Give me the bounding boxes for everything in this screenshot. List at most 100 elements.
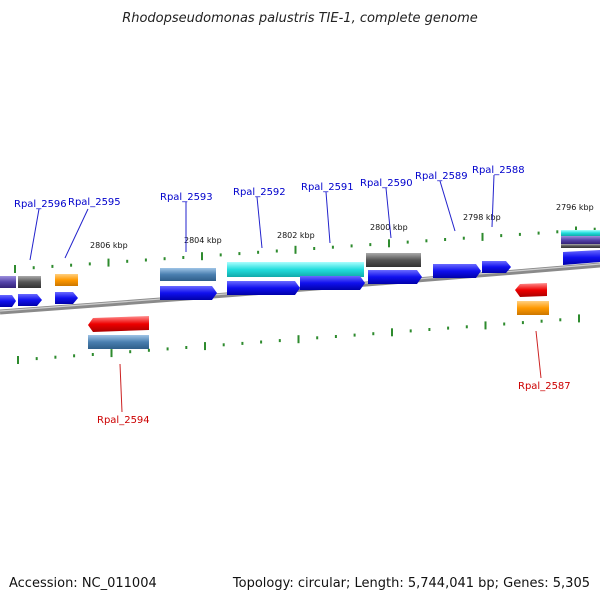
cds-arrow-2593[interactable] xyxy=(160,286,217,300)
bottom-ruler-tick xyxy=(540,319,543,323)
bottom-ruler-tick xyxy=(35,357,38,361)
leader-2596 xyxy=(29,208,40,261)
top-ruler-tick xyxy=(126,259,129,263)
leader-2590 xyxy=(385,187,392,239)
gene-labels-forward: Rpal_2596 Rpal_2595 Rpal_2593 Rpal_2592 … xyxy=(14,165,525,210)
gene-label-rpal-2593[interactable]: Rpal_2593 xyxy=(160,192,213,203)
feature-box-orange-2595[interactable] xyxy=(55,274,78,286)
map-title: Rhodopseudomonas palustris TIE-1, comple… xyxy=(122,11,478,26)
bottom-ruler-tick xyxy=(372,332,375,336)
feature-box-cyan-2592[interactable] xyxy=(227,262,364,277)
cds-arrow-2591[interactable] xyxy=(300,276,365,290)
top-ruler-tick xyxy=(182,256,185,259)
cds-arrow-2594-reverse[interactable] xyxy=(88,316,149,332)
kbp-label-2806: 2806 kbp xyxy=(90,241,128,250)
feature-box-gray-edge[interactable] xyxy=(561,244,600,248)
feature-box-purple[interactable] xyxy=(0,276,16,288)
bottom-ruler-tick xyxy=(409,329,412,333)
feature-box-gray-2590[interactable] xyxy=(366,253,421,267)
bottom-ruler-tick xyxy=(297,335,300,344)
top-ruler-tick xyxy=(518,232,521,236)
top-ruler-tick xyxy=(107,258,110,267)
bottom-ruler-tick xyxy=(316,336,319,340)
bottom-ruler-tick xyxy=(391,328,393,337)
kbp-label-2802: 2802 kbp xyxy=(277,231,315,240)
bottom-ruler-tick xyxy=(559,318,562,322)
bottom-ruler-tick xyxy=(17,356,19,364)
leader-2594 xyxy=(119,363,123,413)
feature-box-steel-2594[interactable] xyxy=(88,335,149,349)
cds-arrow-2595[interactable] xyxy=(55,292,78,304)
top-ruler-tick xyxy=(388,239,390,248)
cds-arrow-2588[interactable] xyxy=(482,261,511,273)
gene-label-rpal-2595[interactable]: Rpal_2595 xyxy=(68,197,121,208)
gene-label-rpal-2587[interactable]: Rpal_2587 xyxy=(518,381,571,392)
feature-box-purple-edge[interactable] xyxy=(561,236,600,244)
top-ruler-tick xyxy=(14,265,16,273)
top-ruler-tick xyxy=(537,231,540,235)
top-ruler-tick xyxy=(556,230,559,234)
top-ruler-tick xyxy=(425,239,428,243)
top-ruler-tick xyxy=(444,238,447,241)
cds-arrow-2596[interactable] xyxy=(18,294,42,306)
top-ruler-tick xyxy=(88,262,91,266)
bottom-ruler-tick xyxy=(185,346,188,349)
top-ruler-tick xyxy=(32,266,35,270)
bottom-ruler-tick xyxy=(129,350,132,354)
cds-arrow-2587-reverse[interactable] xyxy=(515,283,547,297)
bottom-ruler-tick xyxy=(465,325,468,329)
top-ruler-tick xyxy=(51,264,54,268)
top-ruler-tick xyxy=(144,258,147,262)
leader-2587 xyxy=(535,330,542,379)
top-ruler-tick xyxy=(331,245,334,249)
cds-arrow-edge-right[interactable] xyxy=(563,250,600,265)
accession-text: Accession: NC_011004 xyxy=(9,576,157,591)
feature-box-orange-2587[interactable] xyxy=(517,301,549,315)
genome-summary-text: Topology: circular; Length: 5,744,041 bp… xyxy=(232,576,590,591)
cds-arrow-2590[interactable] xyxy=(368,270,422,284)
top-ruler-tick xyxy=(219,253,222,257)
feature-box-gray-2596[interactable] xyxy=(18,276,41,288)
feature-box-steel-2593[interactable] xyxy=(160,268,216,281)
top-ruler-tick xyxy=(369,243,372,247)
top-ruler-tick xyxy=(406,240,409,244)
bottom-ruler-tick xyxy=(278,339,281,343)
bottom-ruler-tick xyxy=(447,326,450,330)
bottom-ruler-tick xyxy=(241,341,244,345)
cds-arrow-2589[interactable] xyxy=(433,264,481,278)
cds-track-reverse xyxy=(88,283,549,349)
bottom-ruler-tick xyxy=(147,348,150,352)
gene-label-rpal-2591[interactable]: Rpal_2591 xyxy=(301,182,354,193)
bottom-ruler-tick xyxy=(334,335,337,338)
bottom-ruler-tick xyxy=(484,321,487,330)
leader-2588 xyxy=(491,174,495,228)
bottom-ruler-tick xyxy=(91,353,94,356)
gene-label-rpal-2589[interactable]: Rpal_2589 xyxy=(415,171,468,182)
bottom-ruler-tick xyxy=(166,347,169,351)
cds-arrow-edge-left[interactable] xyxy=(0,295,16,307)
cds-arrow-2592[interactable] xyxy=(227,281,300,295)
bottom-ruler-tick xyxy=(54,355,57,359)
gene-label-rpal-2590[interactable]: Rpal_2590 xyxy=(360,178,413,189)
gene-labels-reverse: Rpal_2594 Rpal_2587 xyxy=(97,381,571,426)
bottom-ruler-tick xyxy=(260,340,263,344)
gene-leader-lines-reverse xyxy=(119,330,542,413)
bottom-ruler-tick xyxy=(428,328,431,331)
feature-track-upper xyxy=(0,230,600,288)
feature-box-cyan-edge[interactable] xyxy=(561,230,600,236)
top-ruler-tick xyxy=(238,252,241,256)
gene-label-rpal-2596[interactable]: Rpal_2596 xyxy=(14,199,67,210)
bottom-ruler-tick xyxy=(521,321,524,325)
bottom-ruler-tick xyxy=(110,349,113,358)
gene-label-rpal-2592[interactable]: Rpal_2592 xyxy=(233,187,286,198)
leader-2589 xyxy=(439,180,456,232)
kbp-label-2798: 2798 kbp xyxy=(463,213,501,222)
top-ruler-tick xyxy=(70,263,73,267)
gene-label-rpal-2588[interactable]: Rpal_2588 xyxy=(472,165,525,176)
bottom-ruler-tick xyxy=(73,354,76,358)
gene-label-rpal-2594[interactable]: Rpal_2594 xyxy=(97,415,150,426)
bottom-ruler-tick xyxy=(578,314,580,323)
bottom-ruler-tick xyxy=(204,342,206,351)
top-ruler-tick xyxy=(462,236,465,240)
